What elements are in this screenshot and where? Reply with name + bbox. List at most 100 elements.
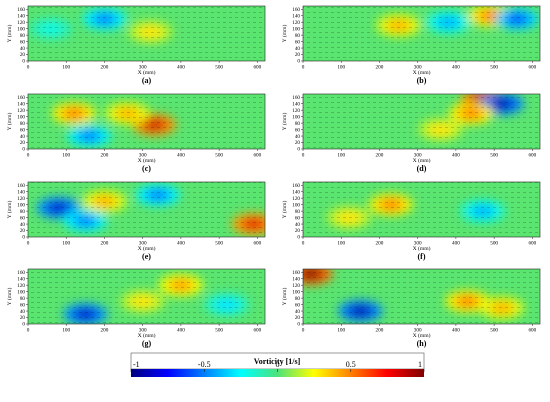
x-tick-label: 600 <box>528 328 536 334</box>
x-tick-label: 600 <box>253 65 261 71</box>
y-tick-label: 120 <box>292 108 300 114</box>
vorticity-field <box>303 182 540 237</box>
y-tick-label: 160 <box>17 95 25 101</box>
x-tick-label: 100 <box>337 241 345 247</box>
x-tick-label: 100 <box>62 65 70 71</box>
y-tick-label: 120 <box>17 108 25 114</box>
x-tick-label: 600 <box>528 153 536 159</box>
x-tick-label: 0 <box>302 65 305 71</box>
x-tick-label: 200 <box>101 241 109 247</box>
vorticity-panel: 0 100 200 300 400 500 600020406080100120140160… <box>6 181 266 261</box>
x-axis-label: X (mm) <box>138 157 156 164</box>
x-axis-label: X (mm) <box>413 157 431 164</box>
x-tick-label: 300 <box>139 153 147 159</box>
x-axis-label: X (mm) <box>413 69 431 76</box>
colorbar-tick-label: 0.5 <box>346 360 356 369</box>
y-tick-label: 100 <box>17 26 25 32</box>
y-tick-label: 120 <box>17 20 25 26</box>
vorticity-panel: 0 100 200 300 400 500 600020406080100120140160… <box>281 93 541 173</box>
y-tick-label: 100 <box>292 289 300 295</box>
y-tick-label: 40 <box>20 222 26 228</box>
y-axis-label: Y (mm) <box>6 113 13 131</box>
y-tick-label: 140 <box>292 189 300 195</box>
y-tick-label: 60 <box>295 215 301 221</box>
vector-field <box>28 182 265 237</box>
y-axis-label: Y (mm) <box>281 113 288 131</box>
y-tick-label: 0 <box>22 147 25 153</box>
y-axis-label: Y (mm) <box>281 201 288 219</box>
plot-frame <box>302 181 541 238</box>
panel-label: (d) <box>417 164 427 173</box>
vector-field <box>28 6 265 61</box>
y-tick-label: 20 <box>20 228 26 234</box>
y-tick-label: 100 <box>292 202 300 208</box>
x-tick-label: 500 <box>490 241 498 247</box>
y-tick-label: 60 <box>20 39 26 45</box>
x-tick-label: 100 <box>62 241 70 247</box>
x-tick-label: 400 <box>452 241 460 247</box>
y-tick-label: 20 <box>295 228 301 234</box>
y-tick-label: 140 <box>17 276 25 282</box>
y-tick-label: 120 <box>292 20 300 26</box>
x-tick-label: 100 <box>337 153 345 159</box>
y-tick-label: 40 <box>295 134 301 140</box>
y-tick-label: 140 <box>17 189 25 195</box>
y-tick-label: 100 <box>17 289 25 295</box>
y-tick-label: 140 <box>17 101 25 107</box>
x-tick-label: 300 <box>139 241 147 247</box>
x-tick-label: 0 <box>27 328 30 334</box>
y-tick-label: 100 <box>292 26 300 32</box>
colorbar: Vorticity [1/s] -1 -0.5 0 0.5 1 <box>130 352 425 377</box>
x-tick-label: 600 <box>528 241 536 247</box>
x-tick-label: 100 <box>337 328 345 334</box>
y-tick-label: 120 <box>17 196 25 202</box>
vorticity-field <box>303 269 540 324</box>
x-tick-label: 600 <box>253 328 261 334</box>
y-tick-label: 20 <box>295 52 301 58</box>
y-tick-label: 140 <box>17 13 25 19</box>
y-tick-label: 160 <box>17 183 25 189</box>
y-tick-label: 120 <box>17 283 25 289</box>
y-tick-label: 160 <box>292 95 300 101</box>
panel-label: (c) <box>142 164 151 173</box>
vector-field <box>303 6 540 61</box>
x-tick-label: 0 <box>302 328 305 334</box>
y-tick-label: 40 <box>295 46 301 52</box>
plot-frame <box>302 268 541 325</box>
y-tick-label: 120 <box>292 196 300 202</box>
y-tick-label: 160 <box>17 7 25 13</box>
x-tick-label: 500 <box>490 65 498 71</box>
y-tick-label: 20 <box>20 140 26 146</box>
y-tick-label: 40 <box>20 46 26 52</box>
x-tick-label: 0 <box>27 65 30 71</box>
y-tick-label: 60 <box>20 215 26 221</box>
panel-label: (g) <box>142 339 152 348</box>
plot-frame <box>27 5 266 62</box>
y-tick-label: 80 <box>295 121 301 127</box>
x-tick-label: 400 <box>177 153 185 159</box>
y-tick-label: 40 <box>295 222 301 228</box>
y-tick-label: 160 <box>17 270 25 276</box>
y-tick-label: 80 <box>20 121 26 127</box>
colorbar-ticks: -1 -0.5 0 0.5 1 <box>130 360 425 372</box>
plot-frame <box>27 268 266 325</box>
panel-label: (f) <box>418 252 426 261</box>
x-tick-label: 300 <box>414 153 422 159</box>
colorbar-tick-label: 0 <box>276 360 280 369</box>
panel-label: (h) <box>417 339 427 348</box>
x-tick-label: 500 <box>215 241 223 247</box>
x-tick-label: 400 <box>177 65 185 71</box>
x-tick-label: 600 <box>528 65 536 71</box>
vorticity-panel: 0 100 200 300 400 500 600020406080100120140160… <box>6 93 266 173</box>
y-tick-label: 0 <box>297 322 300 328</box>
vorticity-panel: 0 100 200 300 400 500 600020406080100120140160… <box>281 268 541 348</box>
vorticity-field <box>28 182 265 237</box>
x-tick-label: 400 <box>452 153 460 159</box>
colorbar-tick-label: -0.5 <box>198 360 211 369</box>
x-tick-label: 200 <box>101 65 109 71</box>
y-tick-label: 0 <box>297 235 300 241</box>
x-tick-label: 300 <box>414 65 422 71</box>
y-tick-label: 140 <box>292 101 300 107</box>
y-tick-label: 60 <box>295 39 301 45</box>
